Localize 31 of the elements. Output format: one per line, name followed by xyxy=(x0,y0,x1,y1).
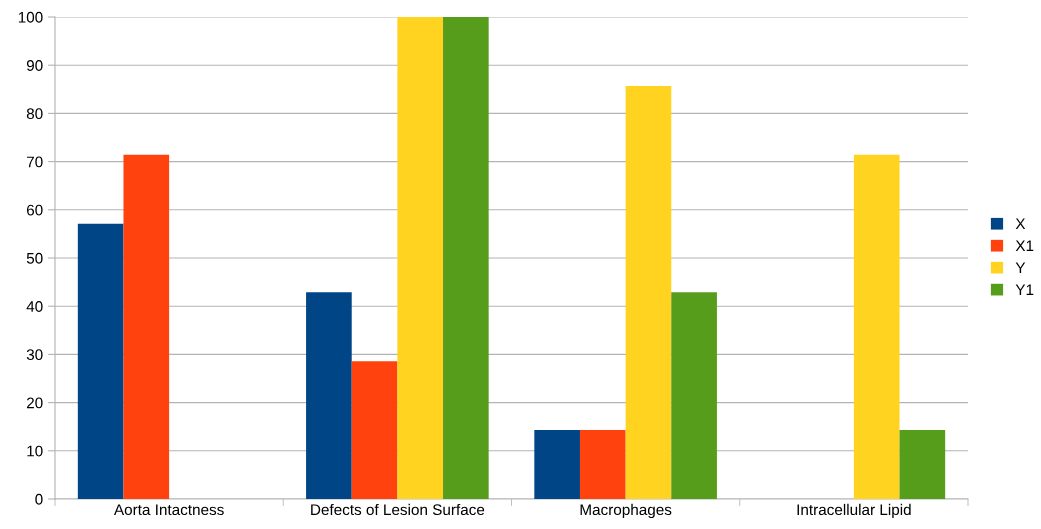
x-tick-label: Intracellular Lipid xyxy=(797,503,911,519)
bar xyxy=(579,430,626,499)
y-tick-label: 90 xyxy=(26,60,43,71)
bar xyxy=(351,361,398,499)
bar xyxy=(443,17,489,499)
legend-label: Y xyxy=(1015,262,1026,273)
bar xyxy=(397,17,444,499)
bar xyxy=(625,85,672,499)
x-tick-label: Macrophages xyxy=(580,503,672,519)
bar xyxy=(306,292,352,499)
bar xyxy=(77,223,124,499)
bar xyxy=(671,292,717,499)
y-tick-label: 50 xyxy=(26,252,43,264)
y-tick-label: 60 xyxy=(26,204,43,216)
bar xyxy=(123,154,170,499)
y-tick-label: 70 xyxy=(26,156,43,168)
y-tick-label: 0 xyxy=(35,493,43,505)
y-tick-label: 40 xyxy=(26,301,43,312)
y-tick-label: 80 xyxy=(26,108,43,120)
y-tick-label: 100 xyxy=(18,11,43,23)
bar xyxy=(853,154,900,499)
y-tick-label: 10 xyxy=(27,445,43,457)
y-tick-label: 30 xyxy=(26,349,43,361)
legend-label: Y1 xyxy=(1015,284,1034,295)
legend-label: X1 xyxy=(1015,240,1034,252)
y-tick-label: 20 xyxy=(26,397,43,409)
x-tick-label: Aorta Intactness xyxy=(113,504,224,516)
bar xyxy=(534,430,580,499)
x-tick-label: Defects of Lesion Surface xyxy=(311,503,485,516)
legend-label: X xyxy=(1015,218,1026,230)
bar xyxy=(899,430,946,499)
